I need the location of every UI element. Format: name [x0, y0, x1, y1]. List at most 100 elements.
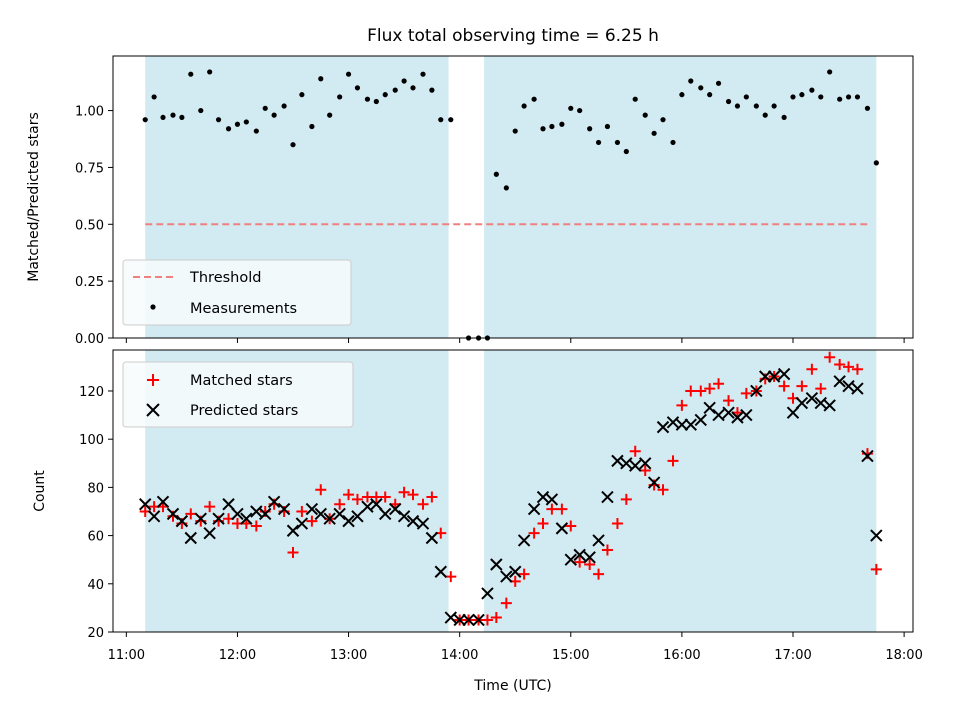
data-point [314, 507, 327, 521]
data-point [675, 418, 689, 431]
data-point [139, 498, 152, 511]
data-point [343, 489, 355, 501]
data-point [410, 85, 416, 91]
data-point [318, 76, 324, 82]
data-point [759, 370, 772, 383]
data-point [740, 387, 752, 399]
x-tick-label: 14:00 [441, 648, 478, 663]
data-point [342, 514, 355, 528]
data-point [295, 517, 309, 530]
data-point [583, 551, 596, 564]
data-point [593, 568, 605, 580]
shaded-interval-2 [484, 56, 877, 338]
data-point [743, 94, 749, 100]
data-point [253, 128, 259, 134]
data-point [333, 507, 346, 521]
data-point [453, 613, 466, 627]
data-point [753, 103, 759, 109]
data-point [818, 94, 824, 100]
data-point [207, 69, 213, 75]
data-point [574, 556, 586, 568]
data-point [777, 367, 791, 381]
data-point [762, 112, 768, 118]
top-panel-y-axis-label: Matched/Predicted stars [26, 112, 42, 282]
data-point [444, 611, 457, 624]
data-point [695, 385, 707, 397]
data-point [723, 395, 735, 407]
data-point [420, 71, 426, 77]
data-point [370, 498, 383, 511]
data-point [647, 476, 661, 489]
data-point [142, 117, 148, 123]
data-point [781, 114, 787, 121]
data-point [555, 522, 569, 535]
data-point [814, 396, 827, 410]
data-point [175, 514, 189, 528]
data-point [194, 512, 207, 525]
data-point [426, 491, 438, 503]
data-point [549, 123, 555, 130]
shaded-interval-2 [484, 350, 877, 632]
data-point [809, 87, 815, 93]
data-point [537, 518, 549, 530]
data-point [203, 526, 216, 540]
data-point [851, 382, 864, 395]
y-tick-label: 100 [79, 433, 104, 448]
data-point [382, 92, 388, 98]
data-point [503, 185, 509, 191]
data-point [805, 391, 819, 405]
data-point [259, 507, 272, 521]
x-tick-label: 11:00 [108, 648, 145, 663]
data-point [286, 524, 300, 537]
data-point [462, 613, 475, 627]
y-tick-label: 120 [79, 385, 104, 400]
data-point [490, 612, 502, 624]
data-point [642, 112, 648, 118]
x-tick-label: 18:00 [885, 648, 922, 663]
data-point [287, 546, 299, 558]
data-point [639, 465, 651, 477]
data-point [715, 80, 722, 86]
data-point [500, 597, 512, 609]
data-point [870, 529, 883, 542]
x-tick-label: 15:00 [552, 648, 589, 663]
data-point [734, 103, 741, 109]
data-point [584, 559, 596, 571]
bottom-panel-series [139, 351, 883, 627]
data-point [334, 498, 346, 510]
data-point [315, 484, 327, 496]
top-panel-legend: Threshold Measurements [122, 259, 352, 326]
top-panel-frame [112, 55, 914, 339]
data-point [796, 380, 808, 392]
data-point [528, 527, 540, 539]
data-point [296, 505, 308, 517]
data-point [703, 401, 716, 415]
data-point [639, 457, 652, 470]
data-point [517, 534, 531, 547]
data-point [179, 114, 185, 121]
data-point [540, 126, 546, 132]
data-point [160, 114, 166, 121]
data-point [565, 520, 577, 532]
legend-measurements-label: Measurements [190, 301, 297, 317]
y-tick-label: 0.75 [75, 161, 104, 176]
legend-box [122, 361, 354, 428]
data-point [786, 406, 800, 419]
data-point [188, 71, 194, 77]
data-point [707, 92, 713, 98]
data-point [250, 505, 263, 518]
data-point [712, 408, 725, 422]
data-point [592, 534, 605, 547]
top-panel-y-ticks: 0.00 0.25 0.50 0.75 1.00 [75, 105, 113, 347]
data-point [406, 514, 420, 528]
data-point [568, 105, 574, 111]
data-point [271, 112, 277, 118]
data-point [277, 502, 291, 516]
data-point [397, 510, 411, 523]
y-tick-label: 1.00 [75, 105, 104, 120]
data-point [425, 531, 439, 545]
y-tick-label: 80 [87, 481, 104, 496]
data-point [407, 489, 419, 501]
top-panel: 0.00 0.25 0.50 0.75 1.00 Matched/Predicted s… [26, 55, 914, 347]
